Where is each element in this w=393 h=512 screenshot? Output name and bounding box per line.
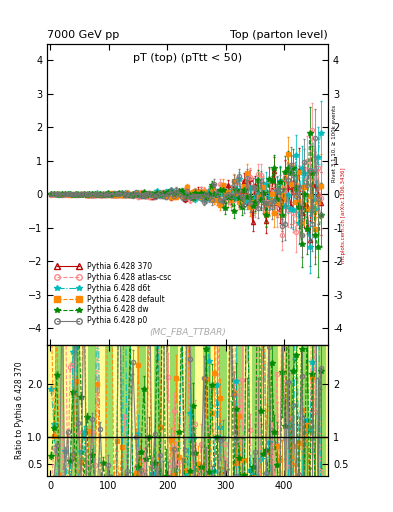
Bar xyxy=(178,345,187,476)
Bar xyxy=(277,345,285,476)
Bar xyxy=(268,345,277,476)
Bar xyxy=(162,345,170,476)
Bar xyxy=(55,345,64,476)
Bar xyxy=(154,345,162,476)
Bar xyxy=(121,345,129,476)
Bar xyxy=(137,345,145,476)
Bar xyxy=(309,345,318,476)
Bar xyxy=(301,345,309,476)
Text: pT (top) (pTtt < 50): pT (top) (pTtt < 50) xyxy=(133,53,242,62)
Bar xyxy=(113,345,121,476)
Bar xyxy=(211,345,219,476)
Bar xyxy=(64,345,72,476)
Bar xyxy=(260,345,268,476)
Y-axis label: Ratio to Pythia 6.428 370: Ratio to Pythia 6.428 370 xyxy=(15,362,24,459)
Bar xyxy=(318,345,326,476)
Bar xyxy=(195,345,203,476)
Bar xyxy=(47,345,55,476)
Bar xyxy=(145,345,154,476)
Bar xyxy=(244,345,252,476)
Bar xyxy=(252,345,260,476)
Bar xyxy=(72,345,80,476)
Bar xyxy=(203,345,211,476)
Bar xyxy=(96,345,105,476)
Bar xyxy=(326,345,334,476)
Bar xyxy=(285,345,293,476)
Bar xyxy=(228,345,236,476)
Bar xyxy=(105,345,113,476)
Bar xyxy=(236,345,244,476)
Bar xyxy=(129,345,137,476)
Bar xyxy=(187,345,195,476)
Text: (MC_FBA_TTBAR): (MC_FBA_TTBAR) xyxy=(149,327,226,336)
Text: Rivet 3.1.10, ≥ 100k events: Rivet 3.1.10, ≥ 100k events xyxy=(332,105,337,182)
Bar xyxy=(219,345,228,476)
Text: mcplots.cern.ch [arXiv:1306.3436]: mcplots.cern.ch [arXiv:1306.3436] xyxy=(341,167,346,263)
Bar xyxy=(293,345,301,476)
Bar xyxy=(80,345,88,476)
Legend: Pythia 6.428 370, Pythia 6.428 atlas-csc, Pythia 6.428 d6t, Pythia 6.428 default: Pythia 6.428 370, Pythia 6.428 atlas-csc… xyxy=(51,259,175,329)
Bar xyxy=(88,345,96,476)
Text: 7000 GeV pp: 7000 GeV pp xyxy=(47,30,119,40)
Bar xyxy=(170,345,178,476)
Text: Top (parton level): Top (parton level) xyxy=(230,30,328,40)
